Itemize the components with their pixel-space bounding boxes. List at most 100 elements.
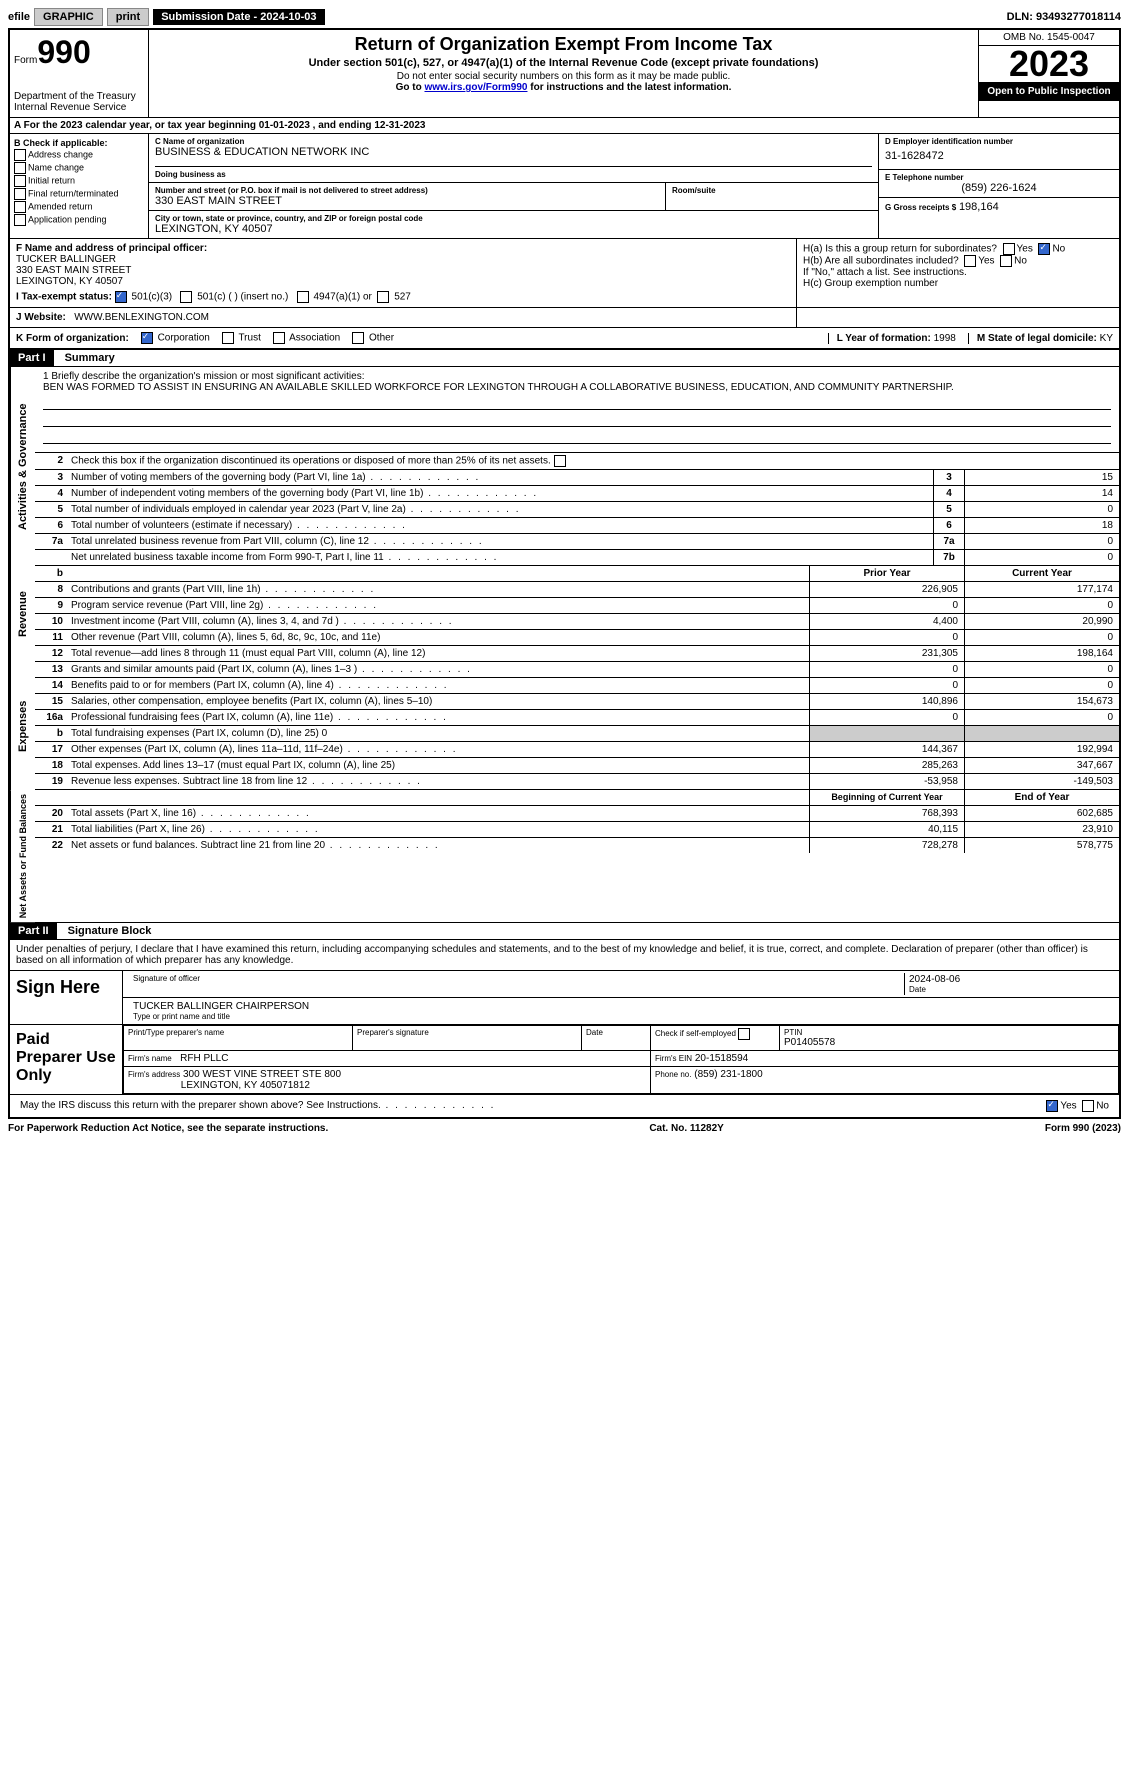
discuss-no[interactable] xyxy=(1082,1100,1094,1112)
line7b-text: Net unrelated business taxable income fr… xyxy=(67,550,933,565)
preparer-row: Paid Preparer Use Only Print/Type prepar… xyxy=(10,1024,1119,1094)
header-right: OMB No. 1545-0047 2023 Open to Public In… xyxy=(978,30,1119,117)
goto-post: for instructions and the latest informat… xyxy=(527,82,731,93)
officer-section: F Name and address of principal officer:… xyxy=(10,238,1119,308)
phone-label: E Telephone number xyxy=(885,173,1113,182)
org-name-label: C Name of organization xyxy=(155,137,872,146)
line4-box: 4 xyxy=(933,486,964,501)
officer-city: LEXINGTON, KY 40507 xyxy=(16,276,790,287)
officer-info: F Name and address of principal officer:… xyxy=(10,239,797,307)
cb-final-return[interactable]: Final return/terminated xyxy=(14,188,144,200)
line3-val: 15 xyxy=(964,470,1119,485)
line-8: 8Contributions and grants (Part VIII, li… xyxy=(35,582,1119,598)
end-year-head: End of Year xyxy=(964,790,1119,805)
dept-label: Department of the Treasury Internal Reve… xyxy=(14,91,144,113)
line-7b: Net unrelated business taxable income fr… xyxy=(35,550,1119,566)
city-val: LEXINGTON, KY 40507 xyxy=(155,223,872,235)
sig-name-label: Type or print name and title xyxy=(133,1012,1109,1021)
cb-other[interactable] xyxy=(352,332,364,344)
irs-link[interactable]: www.irs.gov/Form990 xyxy=(424,82,527,93)
hb-no[interactable] xyxy=(1000,255,1012,267)
tax-status-label: I Tax-exempt status: xyxy=(16,292,112,303)
org-name: BUSINESS & EDUCATION NETWORK INC xyxy=(155,146,872,158)
hb-note: If "No," attach a list. See instructions… xyxy=(803,267,1113,278)
line-15: 15Salaries, other compensation, employee… xyxy=(35,694,1119,710)
column-middle: C Name of organization BUSINESS & EDUCAT… xyxy=(149,134,878,238)
net-label: Net Assets or Fund Balances xyxy=(10,790,35,922)
opt-assoc: Association xyxy=(289,333,340,344)
form-label: Form xyxy=(14,55,37,66)
line-4: 4 Number of independent voting members o… xyxy=(35,486,1119,502)
line-3: 3 Number of voting members of the govern… xyxy=(35,470,1119,486)
ha-no[interactable] xyxy=(1038,243,1050,255)
firm-name: RFH PLLC xyxy=(180,1053,228,1064)
line-22: 22Net assets or fund balances. Subtract … xyxy=(35,838,1119,853)
line-18: 18Total expenses. Add lines 13–17 (must … xyxy=(35,758,1119,774)
footer-right: Form 990 (2023) xyxy=(1045,1123,1121,1134)
ha-yes[interactable] xyxy=(1003,243,1015,255)
ein-label: D Employer identification number xyxy=(885,137,1113,146)
form-org-row: K Form of organization: Corporation Trus… xyxy=(10,328,1119,349)
dln-label: DLN: 93493277018114 xyxy=(1007,11,1121,23)
website-row: J Website: WWW.BENLEXINGTON.COM xyxy=(10,308,1119,328)
cb-name-change[interactable]: Name change xyxy=(14,162,144,174)
hc-row: H(c) Group exemption number xyxy=(803,278,1113,289)
line2-cb[interactable] xyxy=(554,455,566,467)
line-14: 14Benefits paid to or for members (Part … xyxy=(35,678,1119,694)
cb-501c[interactable] xyxy=(180,291,192,303)
phone-val: (859) 226-1624 xyxy=(885,182,1113,194)
gross-cell: G Gross receipts $ 198,164 xyxy=(879,198,1119,216)
cb-501c3[interactable] xyxy=(115,291,127,303)
line-21: 21Total liabilities (Part X, line 26)40,… xyxy=(35,822,1119,838)
line-19: 19Revenue less expenses. Subtract line 1… xyxy=(35,774,1119,790)
footer-mid: Cat. No. 11282Y xyxy=(649,1123,723,1134)
website-cell: J Website: WWW.BENLEXINGTON.COM xyxy=(10,308,797,327)
prep-phone: (859) 231-1800 xyxy=(694,1069,762,1080)
ptin-val: P01405578 xyxy=(784,1037,1114,1048)
opt-527: 527 xyxy=(394,292,411,303)
cb-pending[interactable]: Application pending xyxy=(14,214,144,226)
opt-501c: 501(c) ( ) (insert no.) xyxy=(197,292,288,303)
cb-4947[interactable] xyxy=(297,291,309,303)
form-org-label: K Form of organization: xyxy=(16,333,129,344)
cb-initial-return[interactable]: Initial return xyxy=(14,175,144,187)
info-section: B Check if applicable: Address change Na… xyxy=(10,134,1119,238)
city-cell: City or town, state or province, country… xyxy=(149,211,878,238)
street-row: Number and street (or P.O. box if mail i… xyxy=(149,183,878,211)
website-val: WWW.BENLEXINGTON.COM xyxy=(74,312,209,323)
firm-ein: 20-1518594 xyxy=(695,1053,748,1064)
line-16b: bTotal fundraising expenses (Part IX, co… xyxy=(35,726,1119,742)
footer-left: For Paperwork Reduction Act Notice, see … xyxy=(8,1123,328,1134)
column-b: B Check if applicable: Address change Na… xyxy=(10,134,149,238)
net-header-row: Beginning of Current Year End of Year xyxy=(35,790,1119,806)
line3-box: 3 xyxy=(933,470,964,485)
cb-address-change[interactable]: Address change xyxy=(14,149,144,161)
rev-label: Revenue xyxy=(10,566,35,662)
print-button[interactable]: print xyxy=(107,8,149,26)
curr-year-head: Current Year xyxy=(964,566,1119,581)
cb-corp[interactable] xyxy=(141,332,153,344)
cb-trust[interactable] xyxy=(222,332,234,344)
line6-val: 18 xyxy=(964,518,1119,533)
cb-assoc[interactable] xyxy=(273,332,285,344)
firm-addr2: LEXINGTON, KY 405071812 xyxy=(181,1080,310,1091)
hb-label: H(b) Are all subordinates included? xyxy=(803,256,959,267)
line-10: 10Investment income (Part VIII, column (… xyxy=(35,614,1119,630)
cb-527[interactable] xyxy=(377,291,389,303)
revenue-section: Revenue b Prior Year Current Year 8Contr… xyxy=(10,566,1119,662)
form-title: Return of Organization Exempt From Incom… xyxy=(153,34,974,55)
discuss-yes[interactable] xyxy=(1046,1100,1058,1112)
graphic-button[interactable]: GRAPHIC xyxy=(34,8,103,26)
part2-header: Part II Signature Block xyxy=(10,922,1119,940)
cb-amended[interactable]: Amended return xyxy=(14,201,144,213)
part1-badge: Part I xyxy=(10,350,54,366)
line-17: 17Other expenses (Part IX, column (A), l… xyxy=(35,742,1119,758)
line-20: 20Total assets (Part X, line 16)768,3936… xyxy=(35,806,1119,822)
line-9: 9Program service revenue (Part VIII, lin… xyxy=(35,598,1119,614)
hb-yes[interactable] xyxy=(964,255,976,267)
sig-officer-label: Signature of officer xyxy=(133,974,900,983)
dba-label: Doing business as xyxy=(155,166,872,179)
ssn-note: Do not enter social security numbers on … xyxy=(153,71,974,82)
line4-val: 14 xyxy=(964,486,1119,501)
firm-ein-label: Firm's EIN xyxy=(655,1054,692,1063)
